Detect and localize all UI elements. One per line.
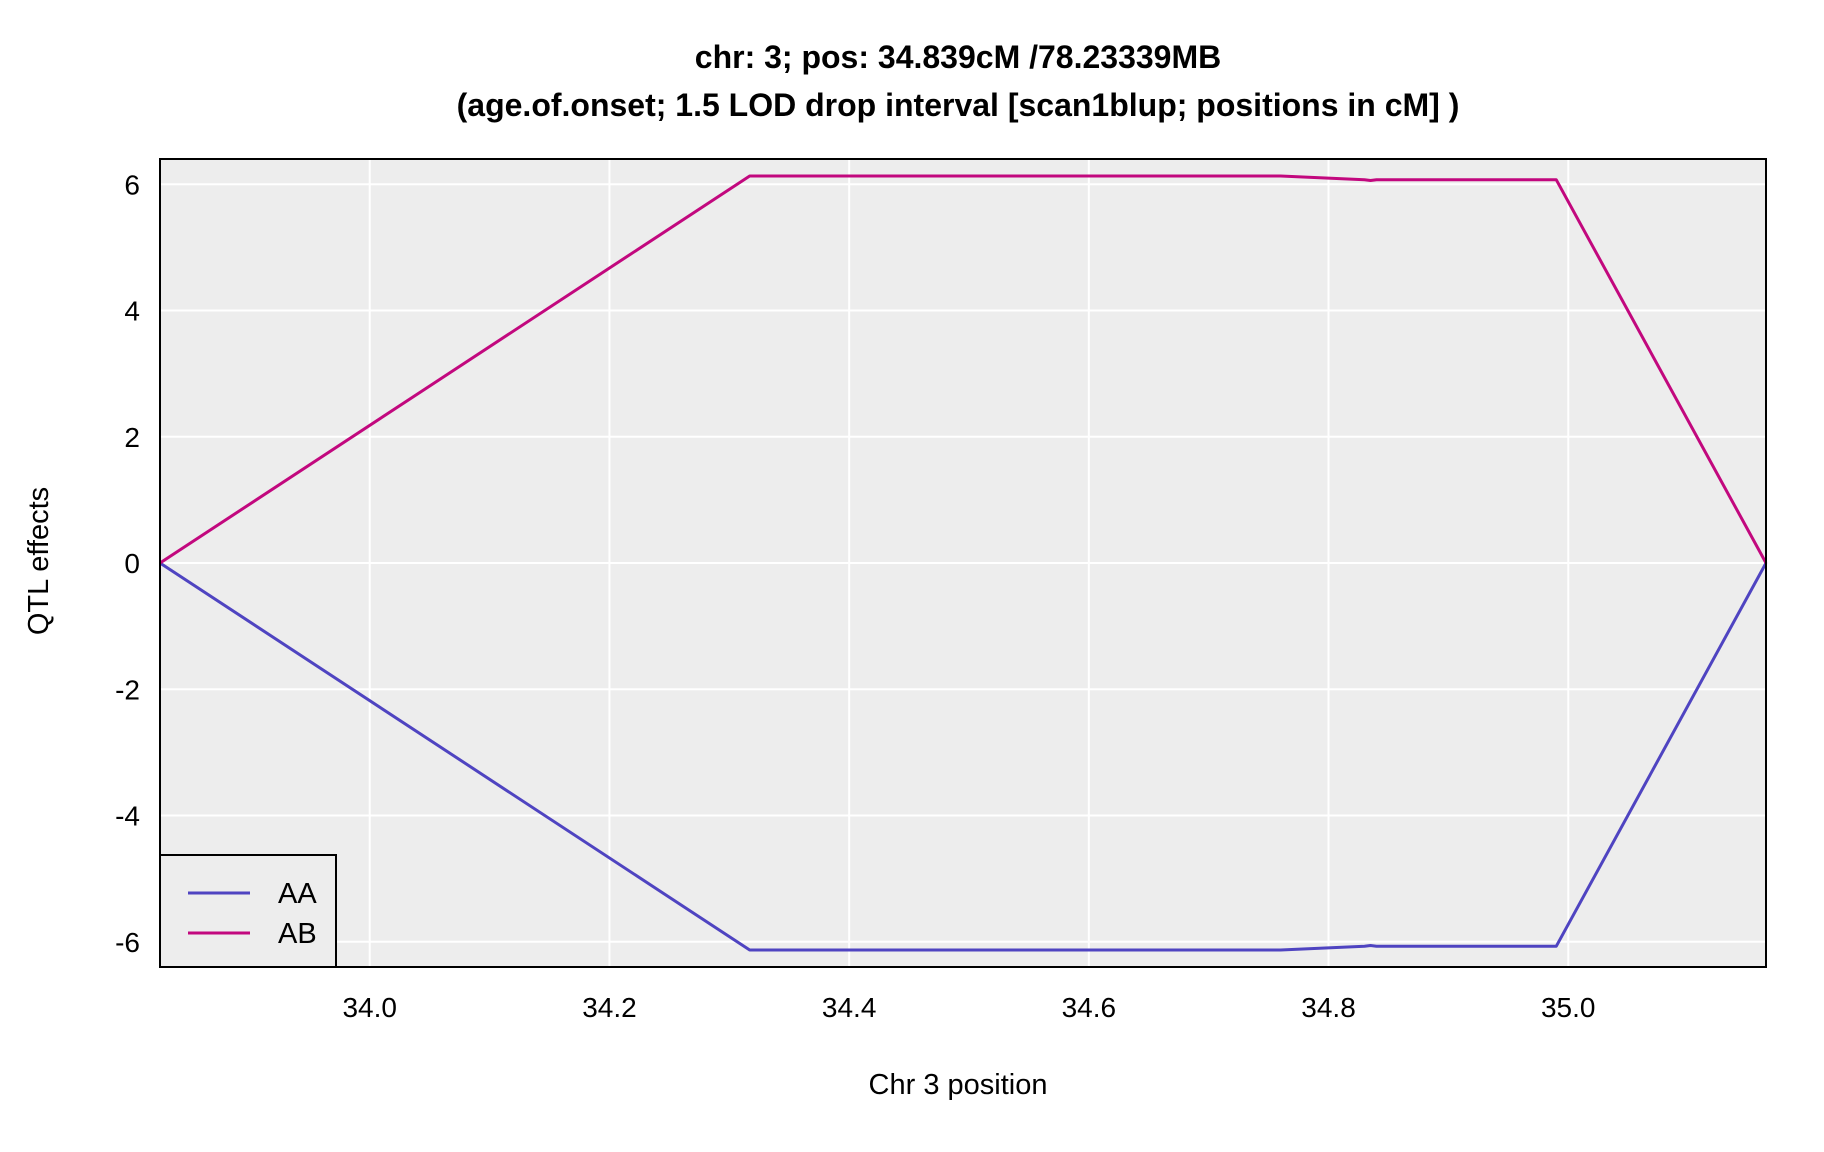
series-line-aa [159,561,1768,952]
x-tick-label: 34.0 [342,992,397,1023]
y-tick-label: 4 [124,296,140,327]
x-axis-label: Chr 3 position [869,1069,1048,1101]
y-axis-label: QTL effects [23,487,55,635]
x-tick-label: 34.4 [822,992,877,1023]
x-tick-label: 34.2 [582,992,637,1023]
y-tick-label: -4 [115,801,140,832]
chart-subtitle: (age.of.onset; 1.5 LOD drop interval [sc… [457,87,1460,123]
y-tick-label: -6 [115,927,140,958]
grid-lines [160,159,1766,967]
legend: AA AB [159,854,337,968]
y-tick-label: 0 [124,548,140,579]
x-tick-label: 34.6 [1062,992,1117,1023]
y-tick-label: 6 [124,169,140,200]
legend-box [159,854,337,968]
plot-border [159,158,1767,968]
series-lines [159,174,1768,952]
x-tick-label: 35.0 [1541,992,1596,1023]
series-line-ab [159,174,1768,565]
y-tick-label: -2 [115,674,140,705]
y-tick-label: 2 [124,422,140,453]
chart-title: chr: 3; pos: 34.839cM /78.23339MB [695,39,1221,75]
x-tick-label: 34.8 [1301,992,1356,1023]
legend-label-ab: AB [278,918,317,950]
x-axis-ticks: 34.0 34.2 34.4 34.6 34.8 35.0 [342,992,1595,1023]
legend-label-aa: AA [278,878,317,910]
y-axis-ticks: -6 -4 -2 0 2 4 6 [115,169,140,958]
